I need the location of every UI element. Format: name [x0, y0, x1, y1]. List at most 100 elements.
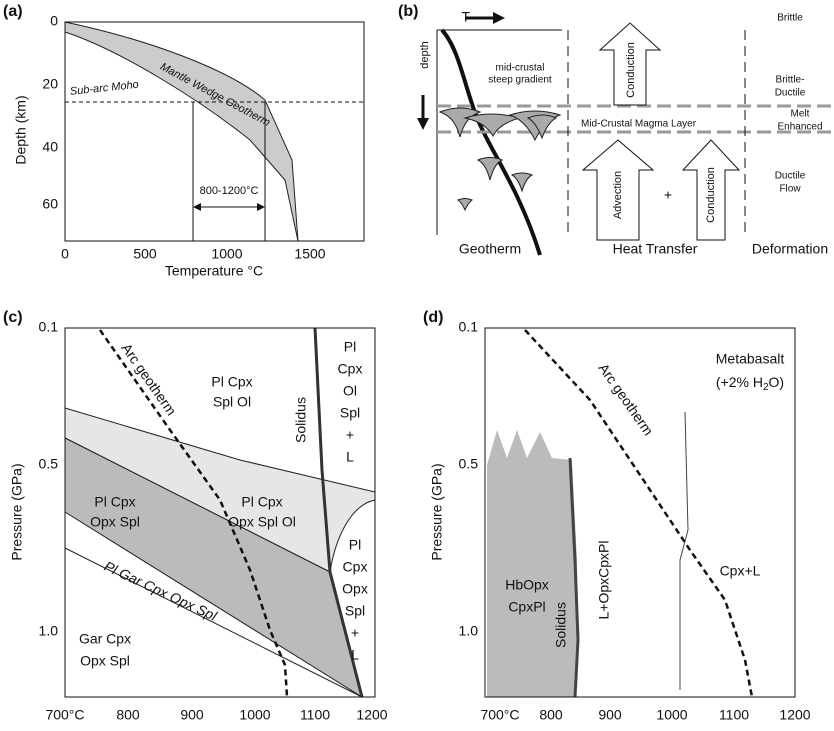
y-label: Pressure (GPa) — [9, 463, 25, 560]
x-tick: 900 — [180, 707, 204, 723]
annotation: + — [346, 427, 354, 443]
panel-a: (a) Depth (km) Temperature °C 0 20 40 60… — [3, 3, 365, 279]
panel-label: (b) — [398, 3, 418, 20]
panel-c: (c) Pressure (GPa) 0.1 0.5 1.0 700°C 800… — [3, 309, 388, 722]
annotation: Solidus — [293, 397, 309, 443]
subscript: 2 — [763, 382, 769, 393]
panel-b: (b) T depth mid-crustal steep gradient M… — [398, 3, 834, 257]
solidus — [568, 457, 580, 698]
annotation: Brittle — [777, 13, 803, 24]
annotation: Sub-arc Moho — [69, 79, 139, 98]
annotation: Pl Cpx — [211, 374, 252, 390]
field-boundary — [64, 547, 363, 698]
conduction-arrow — [598, 22, 662, 106]
x-tick: 1000 — [656, 707, 687, 723]
y-tick: 60 — [42, 196, 58, 212]
annotation: Opx — [342, 581, 368, 597]
arrowhead — [417, 118, 429, 130]
annotation: Ductile — [775, 88, 806, 99]
annotation: steep gradient — [488, 75, 552, 86]
annotation: Pl Cpx — [241, 494, 282, 510]
annotation: Opx Spl Ol — [228, 514, 296, 530]
y-tick: 0.1 — [459, 319, 479, 335]
y-tick: 1.0 — [459, 623, 479, 639]
x-tick: 1100 — [719, 707, 749, 723]
arc-geotherm — [98, 329, 289, 698]
column-title: Heat Transfer — [613, 241, 698, 257]
x-tick: 1200 — [779, 707, 810, 723]
x-tick: 700°C — [45, 707, 84, 723]
arrowheads — [193, 203, 265, 211]
solidus — [313, 327, 364, 698]
annotation: Advection — [612, 171, 624, 219]
annotation: Arc geotherm — [118, 340, 179, 418]
annotation: L — [351, 647, 359, 663]
x-tick: 800 — [539, 707, 563, 723]
annotation: Brittle- — [776, 75, 805, 86]
annotation: Conduction — [705, 167, 717, 223]
annotation: Pl — [344, 339, 356, 355]
panel-label: (d) — [423, 309, 443, 326]
axes-frame — [484, 327, 796, 698]
annotation: Cpx — [338, 361, 363, 377]
annotation: Pl Cpx — [94, 494, 135, 510]
conduction-arrow — [681, 139, 741, 241]
annotation: Metabasalt — [716, 351, 785, 367]
panel-d: (d) Pressure (GPa) 0.1 0.5 1.0 700°C 800… — [423, 309, 811, 722]
annotation: (+2% H2O) — [716, 374, 784, 393]
y-tick: 40 — [42, 139, 58, 155]
axes-frame — [64, 327, 376, 698]
y-label: Pressure (GPa) — [429, 463, 445, 560]
annotation: T — [461, 9, 470, 25]
x-tick: 1000 — [211, 246, 242, 262]
x-tick: 700°C — [480, 707, 519, 723]
y-label: Depth (km) — [13, 95, 29, 164]
annotation: Solidus — [553, 602, 569, 648]
text-part: (+2% H — [716, 374, 763, 390]
annotation: Spl — [340, 405, 360, 421]
annotation: Arc geotherm — [595, 360, 656, 438]
arc-geotherm — [524, 329, 754, 698]
column-title: Deformation — [752, 241, 828, 257]
annotation: Mid-Crustal Magma Layer — [581, 119, 697, 130]
annotation: Opx Spl — [80, 653, 130, 669]
annotation: Conduction — [625, 42, 637, 98]
annotation: + — [351, 625, 359, 641]
x-tick: 0 — [61, 246, 69, 262]
panel-label: (a) — [3, 3, 23, 20]
x-tick: 500 — [133, 246, 157, 262]
annotation: Pl — [349, 537, 361, 553]
phase-boundary — [679, 411, 689, 690]
axes-frame — [64, 21, 365, 242]
annotation: Cpx — [343, 559, 368, 575]
y-tick: 0.1 — [39, 319, 59, 335]
x-tick: 900 — [598, 707, 622, 723]
panel-label: (c) — [3, 309, 23, 326]
annotation: L+OpxCpxPl — [596, 541, 612, 620]
column-title: Geotherm — [459, 241, 521, 257]
magma-bodies — [438, 107, 562, 212]
text-part: O) — [769, 374, 785, 390]
arrowhead — [493, 12, 505, 24]
y-tick: 0.5 — [39, 456, 59, 472]
x-tick: 1200 — [356, 707, 387, 723]
annotation: Ductile — [775, 171, 806, 182]
y-tick: 0 — [50, 13, 58, 29]
annotation: depth — [419, 41, 431, 69]
annotation: Spl Ol — [213, 394, 251, 410]
annotation: Cpx+L — [720, 563, 761, 579]
annotation: + — [664, 187, 672, 203]
y-tick: 0.5 — [459, 456, 479, 472]
annotation: Ol — [343, 383, 357, 399]
annotation: Gar Cpx — [79, 631, 131, 647]
annotation: L — [346, 449, 354, 465]
annotation: 800-1200°C — [200, 185, 259, 197]
x-tick: 1100 — [300, 707, 330, 723]
annotation: Melt — [791, 109, 810, 120]
annotation: CpxPl — [508, 599, 545, 615]
x-label: Temperature °C — [165, 263, 263, 279]
x-tick: 800 — [116, 707, 140, 723]
x-tick: 1500 — [294, 246, 325, 262]
